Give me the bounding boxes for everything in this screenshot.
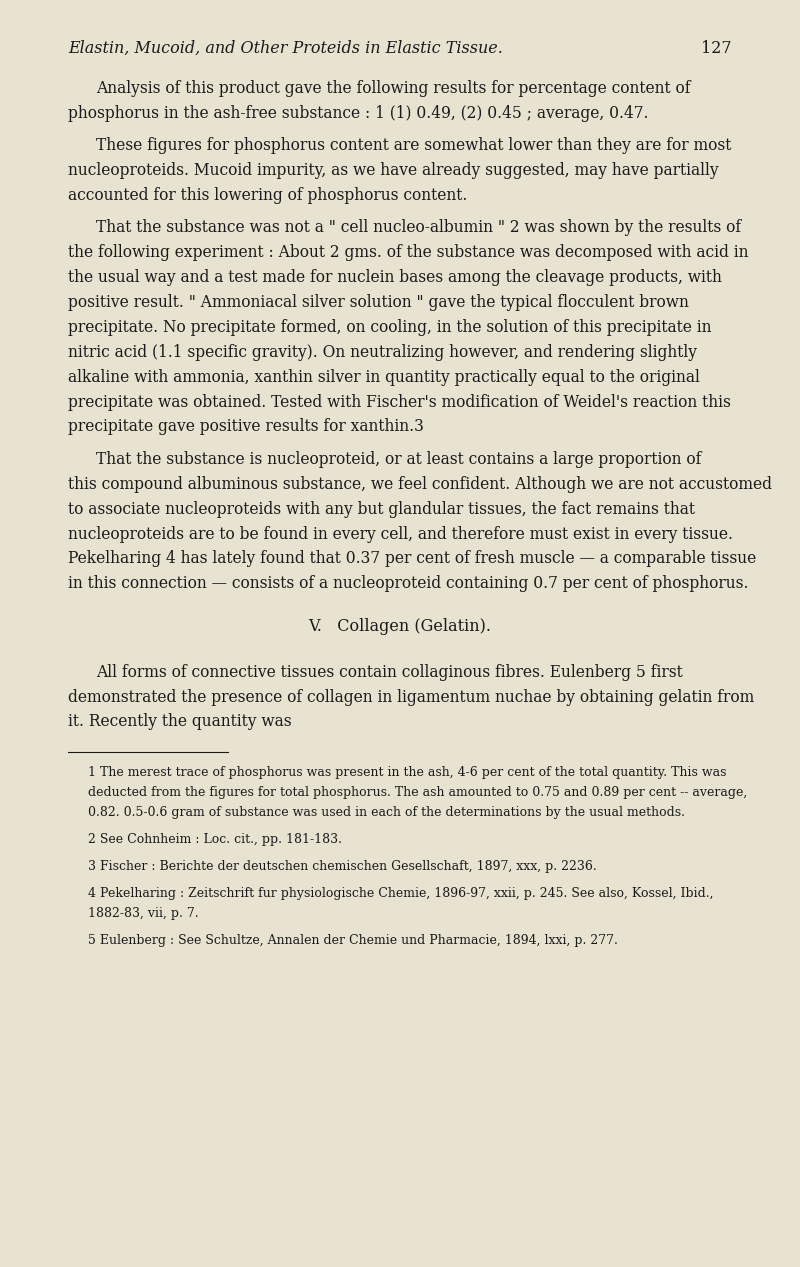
Text: 3 Fischer : Berichte der deutschen chemischen Gesellschaft, 1897, xxx, p. 2236.: 3 Fischer : Berichte der deutschen chemi… [88, 860, 597, 873]
Text: nitric acid (1.1 specific gravity). On neutralizing however, and rendering sligh: nitric acid (1.1 specific gravity). On n… [68, 343, 697, 361]
Text: 2 See Cohnheim : Loc. cit., pp. 181-183.: 2 See Cohnheim : Loc. cit., pp. 181-183. [88, 832, 342, 846]
Text: 0.82. 0.5-0.6 gram of substance was used in each of the determinations by the us: 0.82. 0.5-0.6 gram of substance was used… [88, 806, 685, 818]
Text: alkaline with ammonia, xanthin silver in quantity practically equal to the origi: alkaline with ammonia, xanthin silver in… [68, 369, 700, 385]
Text: 1 The merest trace of phosphorus was present in the ash, 4-6 per cent of the tot: 1 The merest trace of phosphorus was pre… [88, 765, 726, 779]
Text: All forms of connective tissues contain collaginous fibres. Eulenberg 5 first: All forms of connective tissues contain … [96, 664, 682, 680]
Text: 4 Pekelharing : Zeitschrift fur physiologische Chemie, 1896-97, xxii, p. 245. Se: 4 Pekelharing : Zeitschrift fur physiolo… [88, 887, 714, 900]
Text: positive result. " Ammoniacal silver solution " gave the typical flocculent brow: positive result. " Ammoniacal silver sol… [68, 294, 689, 310]
Text: Analysis of this product gave the following results for percentage content of: Analysis of this product gave the follow… [96, 80, 690, 98]
Text: Pekelharing 4 has lately found that 0.37 per cent of fresh muscle — a comparable: Pekelharing 4 has lately found that 0.37… [68, 550, 756, 568]
Text: the following experiment : About 2 gms. of the substance was decomposed with aci: the following experiment : About 2 gms. … [68, 245, 749, 261]
Text: precipitate. No precipitate formed, on cooling, in the solution of this precipit: precipitate. No precipitate formed, on c… [68, 319, 711, 336]
Text: deducted from the figures for total phosphorus. The ash amounted to 0.75 and 0.8: deducted from the figures for total phos… [88, 786, 747, 798]
Text: nucleoproteids are to be found in every cell, and therefore must exist in every : nucleoproteids are to be found in every … [68, 526, 733, 542]
Text: V.   Collagen (Gelatin).: V. Collagen (Gelatin). [309, 617, 491, 635]
Text: accounted for this lowering of phosphorus content.: accounted for this lowering of phosphoru… [68, 188, 467, 204]
Text: this compound albuminous substance, we feel confident. Although we are not accus: this compound albuminous substance, we f… [68, 475, 772, 493]
Text: These figures for phosphorus content are somewhat lower than they are for most: These figures for phosphorus content are… [96, 137, 731, 155]
Text: in this connection — consists of a nucleoproteid containing 0.7 per cent of phos: in this connection — consists of a nucle… [68, 575, 749, 592]
Text: phosphorus in the ash-free substance : 1 (1) 0.49, (2) 0.45 ; average, 0.47.: phosphorus in the ash-free substance : 1… [68, 105, 649, 122]
Text: nucleoproteids. Mucoid impurity, as we have already suggested, may have partiall: nucleoproteids. Mucoid impurity, as we h… [68, 162, 718, 179]
Text: demonstrated the presence of collagen in ligamentum nuchae by obtaining gelatin : demonstrated the presence of collagen in… [68, 688, 754, 706]
Text: That the substance was not a " cell nucleo-albumin " 2 was shown by the results : That the substance was not a " cell nucl… [96, 219, 741, 237]
Text: 5 Eulenberg : See Schultze, Annalen der Chemie und Pharmacie, 1894, lxxi, p. 277: 5 Eulenberg : See Schultze, Annalen der … [88, 934, 618, 946]
Text: precipitate was obtained. Tested with Fischer's modification of Weidel's reactio: precipitate was obtained. Tested with Fi… [68, 394, 731, 411]
Text: to associate nucleoproteids with any but glandular tissues, the fact remains tha: to associate nucleoproteids with any but… [68, 500, 695, 518]
Text: the usual way and a test made for nuclein bases among the cleavage products, wit: the usual way and a test made for nuclei… [68, 269, 722, 286]
Text: 127: 127 [702, 41, 732, 57]
Text: 1882-83, vii, p. 7.: 1882-83, vii, p. 7. [88, 907, 198, 920]
Text: Elastin, Mucoid, and Other Proteids in Elastic Tissue.: Elastin, Mucoid, and Other Proteids in E… [68, 41, 503, 57]
Text: precipitate gave positive results for xanthin.3: precipitate gave positive results for xa… [68, 418, 424, 436]
Text: it. Recently the quantity was: it. Recently the quantity was [68, 713, 292, 731]
Text: That the substance is nucleoproteid, or at least contains a large proportion of: That the substance is nucleoproteid, or … [96, 451, 702, 468]
